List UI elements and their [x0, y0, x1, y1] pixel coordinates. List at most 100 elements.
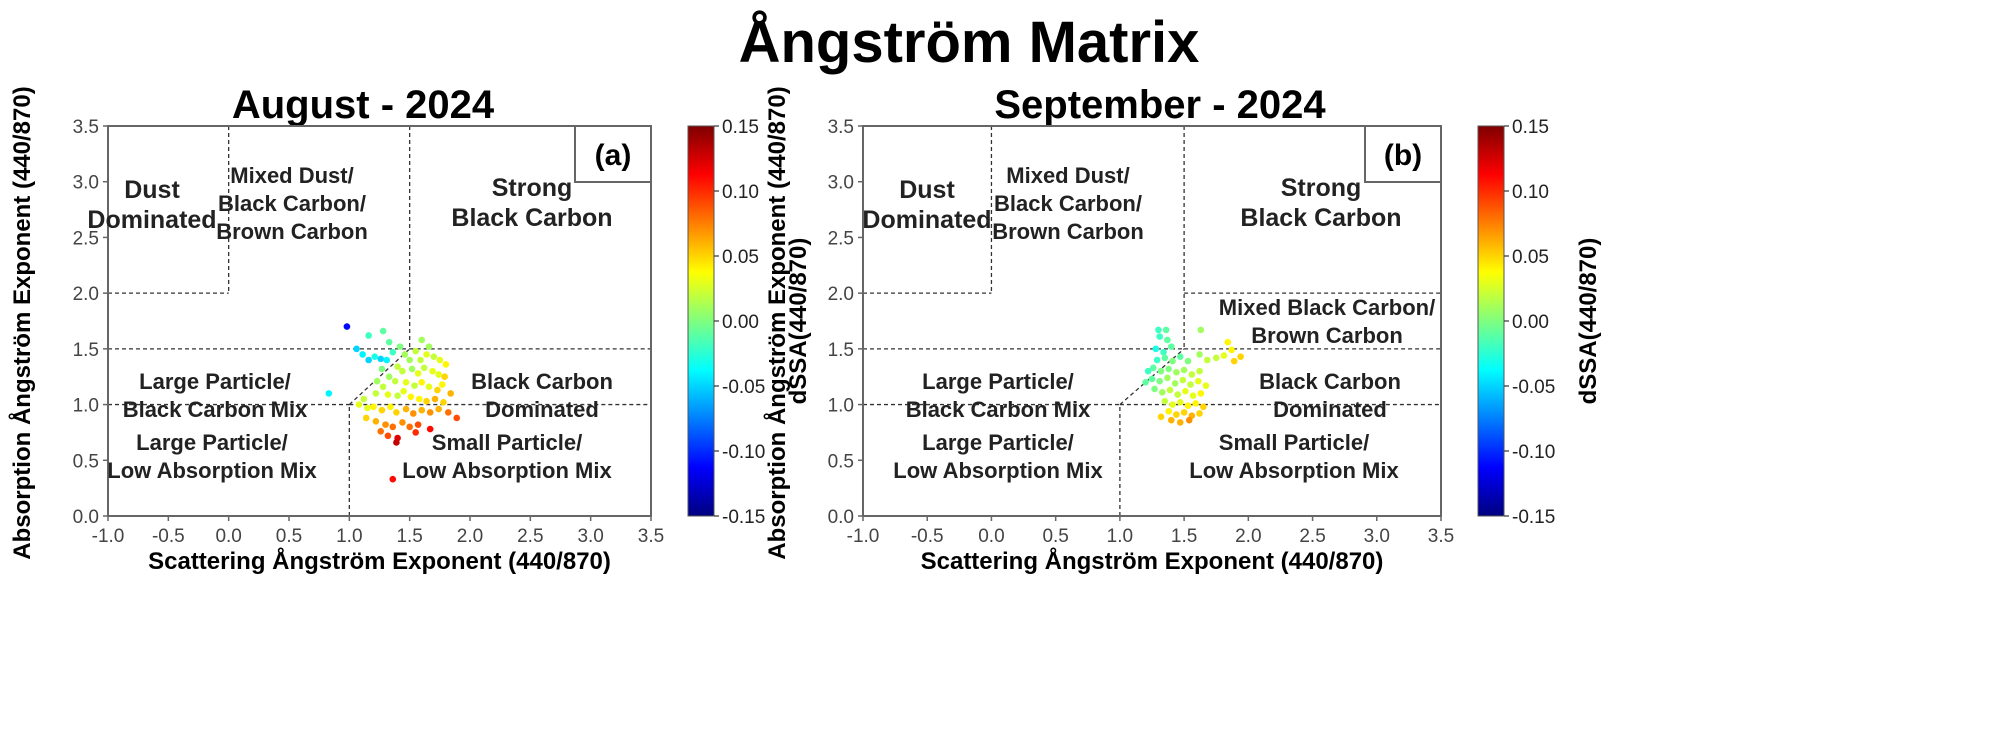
data-point [1153, 356, 1161, 364]
data-point [1176, 353, 1184, 360]
panel-letter: (b) [1384, 139, 1422, 172]
data-point [1174, 391, 1181, 398]
data-point [407, 393, 415, 401]
data-point [1164, 336, 1171, 344]
data-point [1158, 389, 1166, 396]
colorbar [1477, 125, 1505, 517]
data-point [1180, 366, 1188, 374]
data-point [399, 419, 406, 426]
data-point [1152, 345, 1160, 353]
data-point [418, 336, 426, 344]
data-point [378, 365, 386, 373]
panel-letter-box [1364, 125, 1442, 183]
data-point [394, 363, 401, 370]
x-tick-label: 2.0 [457, 526, 483, 547]
y-tick-label: 2.0 [828, 284, 854, 305]
colorbar-label: dSSA(440/870) [785, 238, 812, 405]
y-tick-label: 0.5 [828, 451, 854, 472]
data-point [1196, 367, 1203, 375]
data-point [389, 475, 397, 483]
x-tick-label: 3.0 [1364, 526, 1390, 547]
data-point [1182, 387, 1189, 395]
y-tick-label: 2.5 [73, 228, 99, 249]
x-tick-label: 1.5 [1171, 526, 1197, 547]
data-point [1189, 392, 1197, 399]
data-point [1224, 338, 1232, 346]
colorbar-tick-label: -0.15 [722, 507, 765, 528]
data-point [402, 405, 410, 413]
y-tick-label: 0.0 [828, 507, 854, 528]
data-point [1169, 401, 1176, 408]
data-point [1162, 326, 1170, 334]
data-point [365, 332, 372, 339]
data-point [1194, 377, 1202, 385]
data-point [1167, 343, 1175, 350]
x-tick-label: 0.0 [978, 526, 1004, 547]
y-tick-label: 2.0 [73, 284, 99, 305]
data-point [1184, 357, 1192, 365]
data-point [1187, 381, 1194, 388]
data-point [440, 399, 447, 406]
data-point [396, 343, 404, 350]
x-tick-label: 1.5 [396, 526, 422, 547]
data-point [426, 425, 434, 433]
colorbar-tick-label: 0.05 [1512, 247, 1549, 268]
region-label: Small Particle/Low Absorption Mix [402, 430, 612, 483]
data-point [1156, 333, 1164, 340]
x-tick-label: 3.0 [577, 526, 603, 547]
panel-letter-box [574, 125, 652, 183]
data-point [362, 414, 370, 422]
region-label: Large Particle/Low Absorption Mix [893, 430, 1103, 483]
y-tick-label: 3.0 [828, 173, 854, 194]
colorbar-tick-label: 0.10 [1512, 182, 1549, 203]
data-point [1184, 402, 1192, 409]
y-axis-label: Absorption Ångström Exponent (440/870) [763, 86, 791, 559]
data-point [444, 409, 452, 416]
data-point [1144, 367, 1152, 375]
data-point [1161, 354, 1169, 362]
region-label: Mixed Black Carbon/Brown Carbon [1219, 295, 1435, 348]
data-point [438, 381, 446, 388]
data-point [377, 355, 385, 363]
data-point [372, 417, 380, 425]
data-point [1220, 352, 1228, 359]
data-point [1157, 367, 1165, 375]
x-tick-label: -0.5 [152, 526, 185, 547]
data-point [430, 353, 438, 360]
region-label: Large Particle/Low Absorption Mix [107, 430, 317, 483]
x-tick-label: 1.0 [1107, 526, 1133, 547]
data-point [372, 390, 380, 397]
data-point [426, 409, 434, 416]
data-point [409, 410, 417, 417]
colorbar-tick-label: -0.10 [722, 442, 765, 463]
data-point [377, 428, 385, 435]
data-point [414, 421, 422, 428]
data-point [1203, 356, 1211, 364]
data-point [425, 383, 433, 391]
data-point [353, 345, 360, 353]
data-point [434, 386, 441, 394]
data-point [399, 367, 406, 375]
data-point [389, 348, 397, 356]
data-point [411, 382, 418, 389]
colorbar [687, 125, 715, 517]
data-point [1185, 416, 1193, 424]
data-point [1173, 368, 1180, 376]
colorbar-tick-label: -0.05 [1512, 377, 1555, 398]
panel-title: September - 2024 [994, 83, 1326, 127]
data-point [1197, 390, 1205, 397]
data-point [414, 370, 422, 377]
data-point [1197, 326, 1205, 334]
data-point [401, 351, 409, 358]
data-point [412, 429, 420, 436]
y-axis-label: Absorption Ångström Exponent (440/870) [8, 86, 36, 559]
data-point [435, 371, 442, 378]
data-point [406, 356, 413, 364]
data-point [384, 391, 392, 398]
region-label: Strong Black Carbon [451, 174, 612, 232]
data-point [1157, 413, 1165, 421]
y-tick-label: 1.0 [73, 396, 99, 417]
x-tick-label: 3.5 [1428, 526, 1454, 547]
